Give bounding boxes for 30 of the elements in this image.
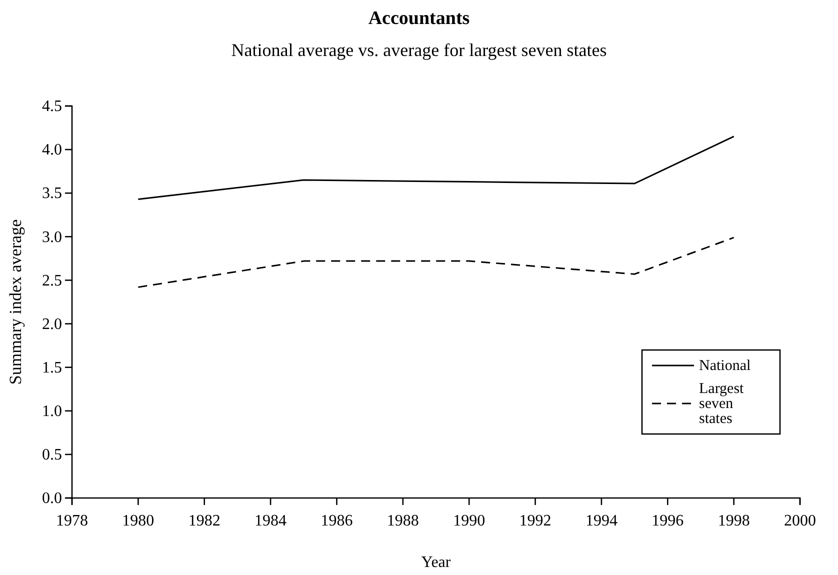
x-tick-label: 1980 <box>122 512 154 530</box>
legend-label: National <box>699 358 751 374</box>
x-tick-label: 1996 <box>652 512 684 530</box>
y-tick-label: 3.0 <box>42 228 62 246</box>
x-tick-label: 1994 <box>585 512 618 530</box>
y-tick-label: 1.5 <box>42 359 62 376</box>
y-tick-label: 4.0 <box>42 142 62 159</box>
x-tick-label: 1978 <box>56 512 88 530</box>
x-axis-title: Year <box>421 554 452 571</box>
legend-label: Largest seven states <box>699 381 745 427</box>
x-tick-label: 1990 <box>453 512 486 530</box>
x-tick-label: 1984 <box>254 512 287 530</box>
y-tick-label: 2.5 <box>42 272 62 290</box>
line-series <box>137 136 735 200</box>
x-tick-label: 1998 <box>718 512 750 530</box>
x-tick-label: 2000 <box>784 512 816 530</box>
x-tick-label: 1986 <box>320 512 353 530</box>
chart-subtitle: National average vs. average for largest seven states <box>231 40 607 60</box>
y-tick-label: 4.5 <box>42 98 62 116</box>
y-tick-label: 0.0 <box>42 490 62 508</box>
y-axis-title: Summary index average <box>6 219 25 385</box>
chart-title: Accountants <box>368 8 470 29</box>
line-series <box>137 236 735 288</box>
y-tick-label: 0.5 <box>42 446 62 464</box>
x-tick-label: 1982 <box>188 512 220 530</box>
y-tick-label: 3.5 <box>42 185 62 202</box>
x-tick-label: 1992 <box>519 512 552 530</box>
y-tick-label: 2.0 <box>42 316 62 333</box>
y-tick-label: 1.0 <box>42 403 62 420</box>
x-tick-label: 1988 <box>386 512 419 530</box>
